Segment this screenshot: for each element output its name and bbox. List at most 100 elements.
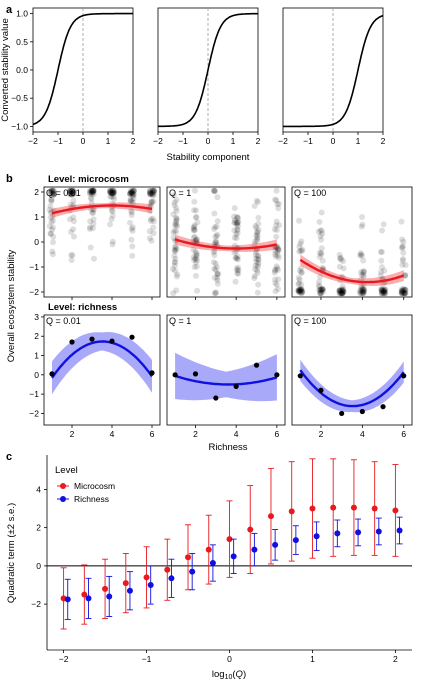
data-point <box>47 203 54 210</box>
data-point <box>128 209 135 216</box>
data-point <box>107 221 113 228</box>
data-point <box>66 187 73 194</box>
data-point <box>173 273 180 280</box>
data-point <box>70 214 77 221</box>
data-point <box>298 265 304 272</box>
data-point <box>67 201 74 208</box>
x-tick-label: 2 <box>381 136 386 146</box>
data-point <box>399 257 406 264</box>
data-point <box>213 239 220 246</box>
data-point <box>234 230 241 237</box>
data-point <box>107 190 114 196</box>
data-point <box>49 187 55 194</box>
data-point <box>173 205 180 212</box>
data-point <box>378 288 385 295</box>
data-point <box>173 246 180 253</box>
data-point <box>275 286 281 292</box>
data-point <box>129 187 136 194</box>
data-point <box>193 251 200 258</box>
data-point <box>339 290 346 297</box>
data-point <box>171 258 178 265</box>
data-point <box>255 226 262 233</box>
data-point <box>357 250 364 257</box>
data-point <box>151 218 157 225</box>
data-point <box>67 191 74 198</box>
data-point <box>191 257 198 263</box>
data-point <box>252 266 259 273</box>
data-point <box>379 288 386 295</box>
data-point <box>360 285 367 292</box>
data-point <box>339 290 345 297</box>
data-point <box>70 197 77 204</box>
data-point <box>151 187 157 194</box>
data-point <box>109 338 115 344</box>
data-point <box>255 214 262 221</box>
data-point <box>275 254 282 261</box>
data-point <box>400 286 407 293</box>
data-point <box>149 190 155 197</box>
data-point <box>47 214 54 221</box>
data-point <box>360 288 366 295</box>
data-point <box>296 287 302 294</box>
data-point <box>295 281 302 288</box>
y-tick-label: 2 <box>34 187 39 197</box>
series-microcosm <box>60 458 399 630</box>
data-point <box>337 288 344 294</box>
data-point <box>47 190 54 197</box>
data-point <box>189 568 196 575</box>
series-richness <box>64 516 403 620</box>
data-point <box>401 290 407 297</box>
data-point <box>359 287 366 294</box>
data-point <box>49 248 56 255</box>
data-point <box>234 219 241 226</box>
data-point <box>275 247 282 254</box>
data-point <box>214 274 221 281</box>
data-point <box>361 268 367 275</box>
data-point <box>274 249 281 256</box>
data-point <box>171 246 178 253</box>
data-point <box>234 226 241 233</box>
x-tick-label: 4 <box>360 429 365 439</box>
data-point <box>146 191 153 197</box>
fit-curve <box>299 369 405 408</box>
data-point <box>358 288 365 295</box>
data-point <box>295 288 302 295</box>
data-point <box>361 286 368 293</box>
x-tick-label: 6 <box>401 429 406 439</box>
data-point <box>109 189 116 196</box>
data-point <box>127 190 134 197</box>
fit-curve <box>174 238 278 250</box>
data-point <box>173 228 180 235</box>
data-point <box>128 189 135 196</box>
x-tick-label: 2 <box>70 429 75 439</box>
data-point <box>89 191 95 198</box>
data-point <box>255 263 261 270</box>
data-point <box>68 257 75 264</box>
data-point <box>127 190 134 197</box>
data-point <box>316 287 323 294</box>
x-tick-label: 2 <box>131 136 136 146</box>
facet-q-2: Q = 100 <box>291 186 413 300</box>
data-point <box>70 201 77 208</box>
data-point <box>274 265 281 272</box>
x-tick-label: 1 <box>310 654 315 664</box>
data-point <box>69 190 76 197</box>
data-point <box>49 371 55 377</box>
data-point <box>336 287 343 294</box>
data-point <box>231 219 238 226</box>
data-point <box>338 290 345 297</box>
data-point <box>212 233 219 240</box>
data-point <box>48 198 55 205</box>
data-point <box>231 217 238 224</box>
data-point <box>251 275 258 282</box>
data-point <box>316 254 323 260</box>
data-point <box>254 236 261 242</box>
data-point <box>67 189 74 195</box>
data-point <box>130 195 137 202</box>
y-tick-label: 1 <box>34 212 39 222</box>
data-point <box>89 336 95 342</box>
data-point <box>149 187 156 194</box>
fit-curve <box>51 340 153 379</box>
data-point <box>128 189 135 196</box>
